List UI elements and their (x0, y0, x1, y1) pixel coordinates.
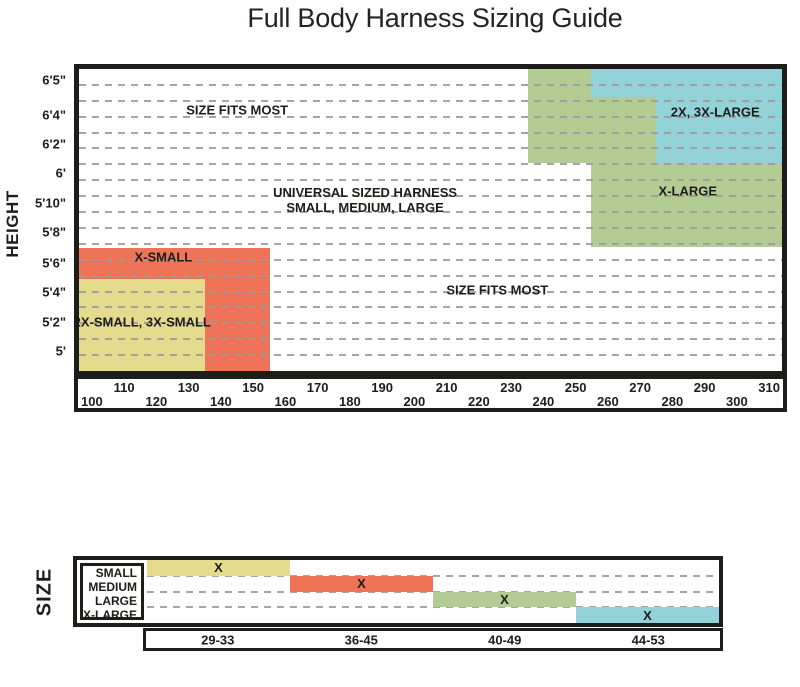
gridline (79, 242, 782, 245)
weight-tick-label: 140 (210, 394, 232, 409)
height-chart-weight-axis-box: 110 130 150 170 190 210 230 250 270 290 310 100 120… (74, 375, 787, 412)
y-tick-label: 6'4" (42, 107, 66, 123)
annotation-line: X-LARGE (658, 183, 718, 199)
weight-tick-label: 260 (597, 394, 619, 409)
weight-tick-label: 230 (500, 380, 522, 395)
waist-range-label: 44-53 (631, 632, 665, 647)
weight-tick-label: 150 (242, 380, 264, 395)
annotation-x-large-label: X-LARGE (659, 184, 718, 199)
gridline (79, 290, 782, 293)
region-x-large-band (591, 162, 782, 247)
row-separator (147, 606, 719, 609)
annotation-size-fits-most-lower: SIZE FITS MOST (446, 283, 548, 298)
annotation-2x-3x-large-label: 2X, 3X-LARGE (671, 104, 760, 119)
annotation-size-fits-most-upper: SIZE FITS MOST (186, 103, 288, 118)
y-tick-label: 5' (55, 343, 66, 359)
region-2x-3x-large-top (591, 69, 782, 98)
size-chart-waist-axis-box: 29-33 36-45 40-49 44-53 (143, 628, 723, 651)
height-chart-plot-area: SIZE FITS MOST UNIVERSAL SIZED HARNESS SMA… (74, 64, 787, 376)
size-bar-small: X (147, 560, 290, 576)
size-row-label-box: SMALL MEDIUM LARGE X-LARGE (80, 563, 144, 622)
size-row-label-medium: MEDIUM (88, 580, 137, 594)
gridline (79, 258, 782, 261)
weight-tick-label: 130 (177, 380, 200, 395)
weight-tick-label: 170 (306, 380, 329, 395)
y-tick-label: 5'8" (42, 224, 66, 240)
annotation-universal-note: UNIVERSAL SIZED HARNESS SMALL, MEDIUM, LA… (273, 185, 457, 215)
size-bar-x-large: X (576, 607, 719, 623)
weight-tick-label: 250 (564, 380, 587, 395)
gridline (79, 338, 782, 341)
waist-range-label: 36-45 (344, 632, 378, 647)
y-tick-label: 5'6" (42, 255, 66, 271)
weight-tick-label: 110 (113, 380, 135, 395)
gridline (79, 163, 782, 166)
size-row-label-x-large: X-LARGE (83, 608, 137, 622)
annotation-line: X-SMALL (134, 249, 193, 265)
gridline (79, 274, 782, 277)
gridline (79, 99, 782, 102)
annotation-line: SIZE FITS MOST (186, 102, 289, 118)
weight-tick-label: 270 (629, 380, 651, 395)
annotation-2x-3x-small-label: 2X-SMALL, 3X-SMALL (74, 315, 211, 330)
weight-tick-label: 190 (371, 380, 393, 395)
weight-tick-label: 310 (758, 380, 780, 395)
gridline (79, 195, 782, 198)
gridline (79, 131, 782, 134)
gridline (79, 115, 782, 118)
region-2x-3x-large-right (656, 97, 782, 163)
weight-tick-label: 160 (274, 394, 297, 409)
annotation-line: 2X-SMALL, 3X-SMALL (73, 314, 211, 330)
gridline (79, 354, 782, 357)
gridline (79, 179, 782, 182)
weight-tick-label: 280 (661, 394, 684, 409)
weight-tick-label: 240 (532, 394, 555, 409)
row-separator (147, 574, 719, 577)
y-tick-label: 6'2" (42, 136, 66, 152)
weight-tick-label: 120 (145, 394, 168, 409)
gridline (79, 322, 782, 325)
weight-tick-label: 290 (693, 380, 716, 395)
region-x-large-upper-mid (591, 97, 657, 163)
annotation-x-small-label: X-SMALL (134, 250, 192, 265)
height-y-tick-labels: 6'5" 6'4" 6'2" 6' 5'10" 5'8" 5'6" 5'4" 5'2" 5' (0, 69, 66, 371)
waist-range-label: 40-49 (488, 632, 522, 647)
size-row-label-small: SMALL (95, 566, 137, 580)
gridline (79, 83, 782, 86)
weight-tick-row-upper: 110 130 150 170 190 210 230 250 270 290 310 (79, 380, 782, 395)
size-axis-title: SIZE (33, 567, 56, 617)
annotation-line: 2X, 3X-LARGE (670, 104, 760, 120)
weight-tick-label: 180 (339, 394, 361, 409)
gridline (79, 226, 782, 229)
y-tick-label: 5'10" (35, 195, 66, 211)
size-bar-medium: X (290, 575, 433, 592)
chart-title: Full Body Harness Sizing Guide (247, 3, 623, 33)
annotation-line: SMALL, MEDIUM, LARGE (286, 200, 444, 216)
weight-tick-label: 200 (403, 394, 426, 409)
weight-tick-label: 210 (435, 380, 458, 395)
y-tick-label: 5'2" (42, 314, 66, 330)
size-row-label-large: LARGE (95, 594, 137, 608)
y-tick-label: 5'4" (42, 284, 66, 300)
gridline (79, 147, 782, 150)
annotation-line: UNIVERSAL SIZED HARNESS (273, 185, 458, 201)
size-bar-large: X (433, 591, 576, 608)
weight-tick-label: 100 (81, 394, 103, 409)
weight-tick-label: 300 (725, 394, 748, 409)
weight-tick-label: 220 (468, 394, 490, 409)
waist-range-label: 29-33 (201, 632, 235, 647)
y-tick-label: 6'5" (42, 72, 66, 88)
y-tick-label: 6' (55, 165, 66, 181)
gridline (79, 211, 782, 214)
weight-tick-row-lower: 100 120 140 160 180 200 220 240 260 280 300 (79, 394, 782, 409)
annotation-line: SIZE FITS MOST (446, 282, 549, 298)
gridline (79, 306, 782, 309)
